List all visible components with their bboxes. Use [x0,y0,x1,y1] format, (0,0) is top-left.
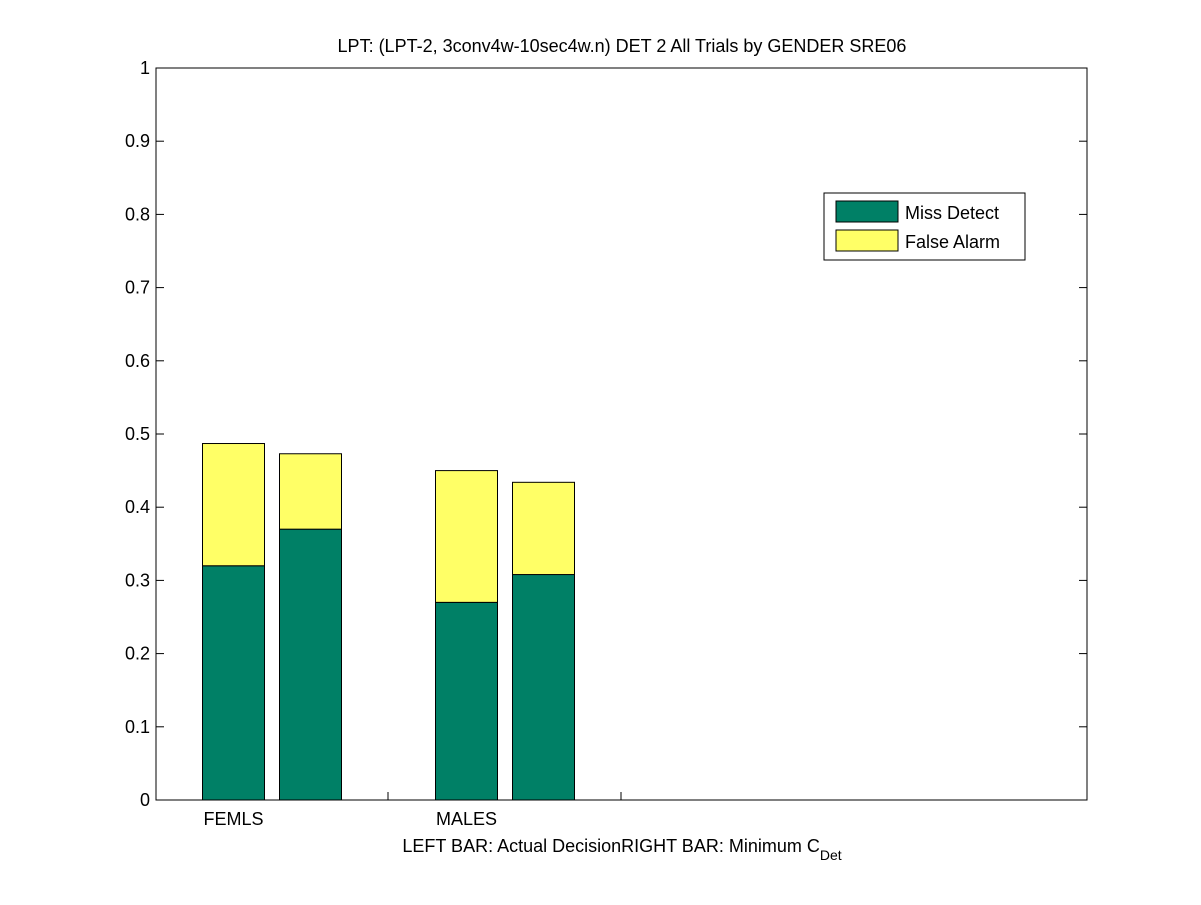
bar-segment-false-alarm [279,453,342,530]
y-tick-label: 0.9 [125,131,150,151]
x-tick-label: MALES [436,809,497,829]
y-tick-label: 0.4 [125,497,150,517]
bar-segment-false-alarm [202,443,265,567]
y-tick-label: 0.6 [125,351,150,371]
y-tick-label: 0.3 [125,570,150,590]
axes-layer: 0 0.1 0.2 0.3 0.4 0.5 0.6 0.7 0.8 0.9 1 FEMLS MALES [125,58,1088,829]
x-axis-label-right: RIGHT BAR: Minimum C [621,836,820,856]
y-tick-label: 0.5 [125,424,150,444]
bars-layer [202,443,575,801]
legend-label-false-alarm: False Alarm [905,232,1000,252]
x-axis-label: LEFT BAR: Actual DecisionRIGHT BAR: Mini… [402,836,841,863]
x-axis-label-left: LEFT BAR: Actual Decision [402,836,621,856]
bar-segment-false-alarm [435,470,498,603]
x-tick-label: FEMLS [203,809,263,829]
y-tick-label: 0 [140,790,150,810]
bar-segment-miss-detect [435,601,498,801]
bar-segment-false-alarm [512,481,575,576]
legend-swatch-miss-detect [835,200,899,223]
legend-swatch-false-alarm [835,229,899,252]
y-tick-label: 0.2 [125,644,150,664]
bar-segment-miss-detect [202,565,265,801]
y-tick-label: 1 [140,58,150,78]
y-tick-label: 0.7 [125,278,150,298]
y-tick-label: 0.1 [125,717,150,737]
bar-segment-miss-detect [279,528,342,801]
y-tick-label: 0.8 [125,204,150,224]
legend-label-miss-detect: Miss Detect [905,203,999,223]
x-axis-label-subscript: Det [820,847,842,863]
chart-title: LPT: (LPT-2, 3conv4w-10sec4w.n) DET 2 Al… [338,36,907,56]
bar-segment-miss-detect [512,574,575,801]
legend: Miss Detect False Alarm [823,192,1026,261]
